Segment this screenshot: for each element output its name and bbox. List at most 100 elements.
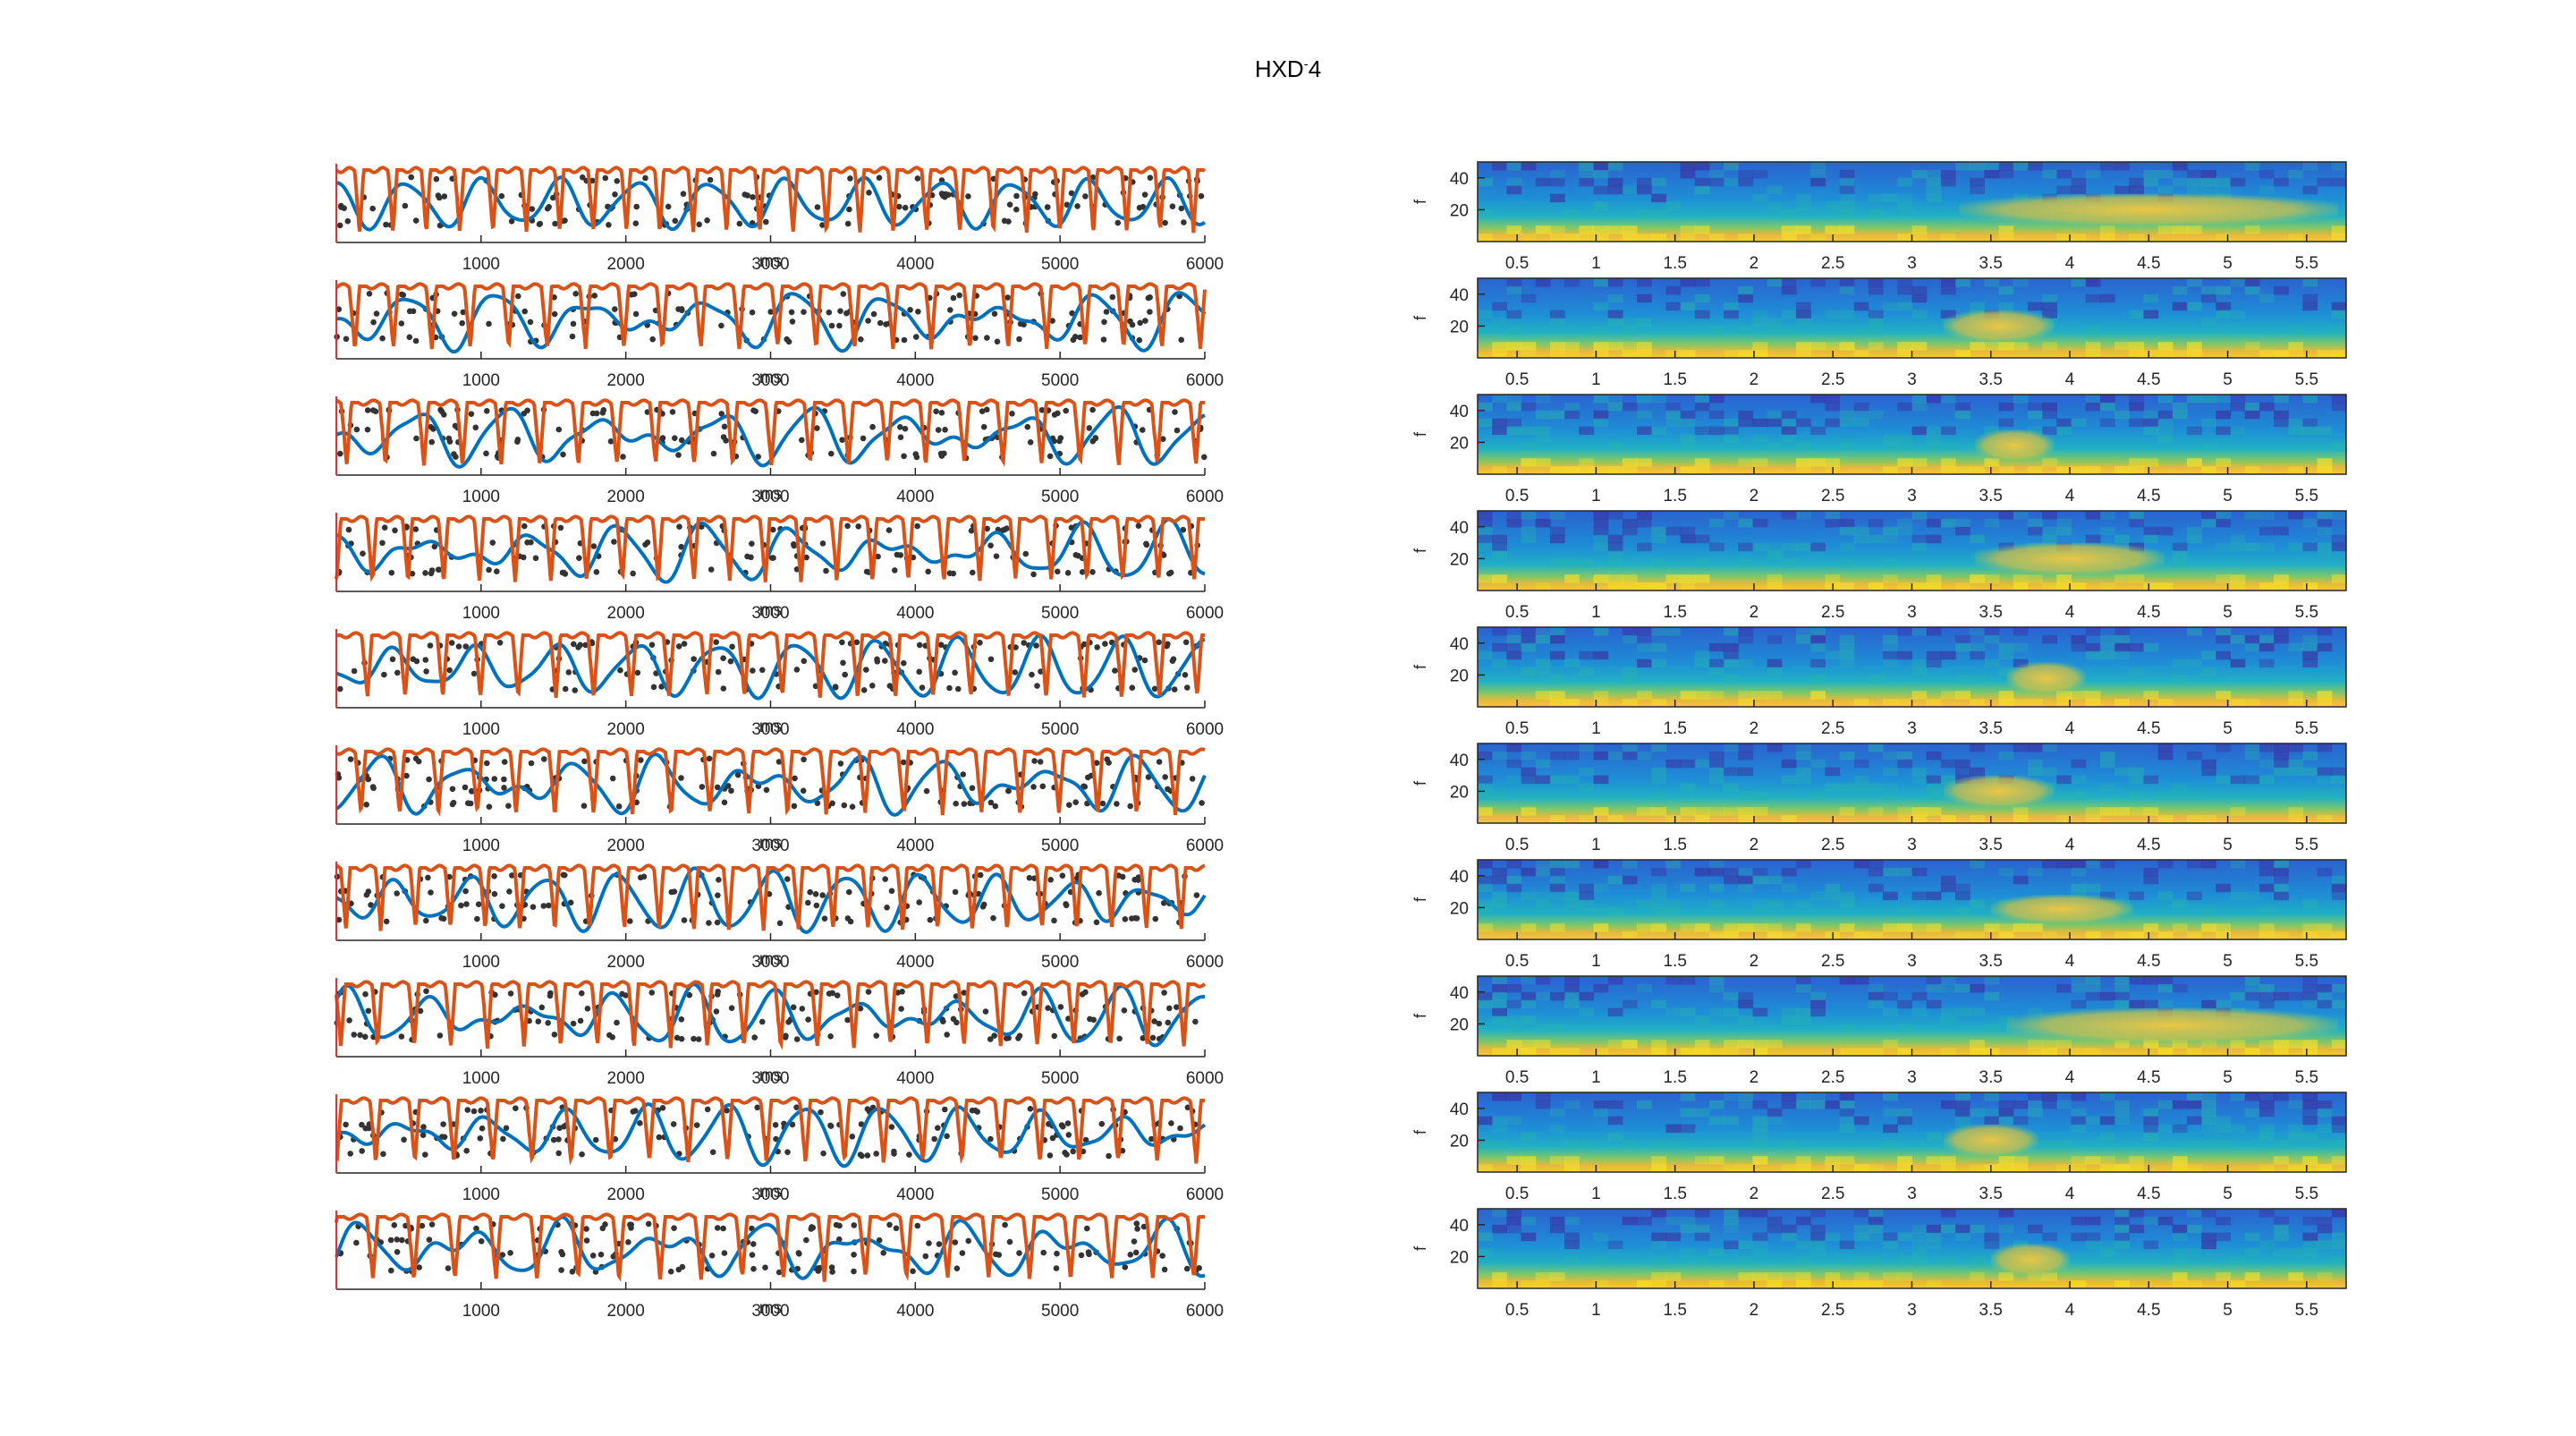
dot-point — [676, 523, 682, 530]
heatmap-cell — [1478, 807, 1493, 816]
heatmap-cell — [1984, 1024, 2000, 1032]
dot-point — [1034, 683, 1040, 689]
heatmap-cell — [1593, 650, 1609, 660]
dot-point — [343, 1121, 349, 1128]
heatmap-cell — [2317, 815, 2333, 824]
dot-point — [866, 190, 872, 196]
dot-point — [678, 775, 684, 781]
dot-point — [428, 889, 434, 896]
heatmap-cell — [2216, 1116, 2232, 1126]
dot-point — [1182, 672, 1189, 678]
dot-point — [1021, 640, 1028, 646]
dot-point — [464, 1107, 471, 1113]
heatmap-cell — [1781, 542, 1797, 552]
dot-point — [569, 333, 576, 340]
heatmap-cell — [1767, 931, 1783, 940]
heatmap-cell — [1651, 743, 1666, 752]
x-tick-label: 6000 — [1186, 255, 1224, 274]
heatmap-cell — [1492, 1124, 1507, 1134]
heatmap-cell — [1883, 466, 1898, 475]
heatmap-cell — [2157, 395, 2174, 404]
dot-point — [1065, 1132, 1072, 1138]
heatmap-cell — [1478, 791, 1493, 800]
dot-point — [1016, 1032, 1023, 1039]
y-tick-label: 40 — [1450, 1100, 1469, 1119]
heatmap-cell — [1825, 201, 1841, 210]
heatmap-cell — [1970, 1164, 1985, 1173]
heatmap-cell — [1665, 574, 1682, 583]
heatmap-cell — [1694, 923, 1710, 932]
heatmap-cell — [1506, 310, 1522, 319]
dot-point — [791, 542, 797, 549]
heatmap-cell — [1724, 642, 1739, 652]
dot-point — [1057, 1004, 1064, 1010]
heatmap-cell — [1694, 162, 1710, 171]
heatmap-cell — [1883, 699, 1898, 708]
dot-point — [353, 426, 360, 433]
heatmap-cell — [1940, 1164, 1956, 1173]
y-axis-label: f — [1411, 1245, 1429, 1251]
heatmap-cell — [2042, 1232, 2057, 1242]
heatmap-cell — [1579, 1007, 1595, 1017]
heatmap-cell — [2216, 185, 2232, 195]
heatmap-cell — [2288, 642, 2304, 652]
heatmap-cell — [1911, 1256, 1928, 1265]
heatmap-cell — [1593, 627, 1609, 636]
heatmap-cell — [1478, 1248, 1493, 1257]
dot-point — [1165, 1019, 1172, 1026]
heatmap-cell — [2302, 185, 2318, 195]
dot-point — [506, 888, 513, 895]
dot-point — [572, 291, 579, 297]
heatmap-cell — [2244, 891, 2260, 901]
heatmap-cell — [1752, 310, 1768, 319]
x-tick-label: 3 — [1907, 1185, 1917, 1203]
heatmap-cell — [1708, 1248, 1724, 1257]
heatmap-cell — [1752, 1240, 1768, 1250]
dot-point — [403, 772, 410, 779]
x-tick-label: 2000 — [607, 1185, 645, 1204]
heatmap-cell — [1622, 326, 1638, 335]
dot-point — [1172, 409, 1178, 415]
dot-point — [813, 902, 820, 909]
heatmap-cell — [1579, 907, 1595, 916]
heatmap-cell — [1637, 350, 1652, 359]
dot-point — [589, 410, 597, 417]
heatmap-cell — [1897, 582, 1913, 591]
dot-point — [440, 1121, 446, 1127]
heatmap-cell — [1868, 1280, 1884, 1289]
dot-point — [714, 1225, 721, 1231]
dot-point — [672, 217, 679, 225]
heatmap-cell — [1897, 815, 1913, 824]
heatmap-cell — [1998, 642, 2014, 652]
heatmap-cell — [2187, 891, 2202, 901]
heatmap-cell — [1738, 418, 1754, 428]
heatmap-hotspot — [1943, 310, 2055, 343]
dot-point — [501, 759, 508, 765]
x-tick-label: 4000 — [896, 1302, 934, 1321]
heatmap-cell — [2143, 1132, 2159, 1141]
heatmap-cell — [1781, 511, 1797, 520]
heatmap-cell — [1970, 675, 1985, 684]
envelope-line — [335, 1212, 1205, 1282]
heatmap-cell — [1506, 326, 1522, 335]
heatmap-hotspot — [1975, 429, 2055, 462]
heatmap-cell — [2071, 999, 2087, 1009]
heatmap-cell — [2129, 511, 2145, 520]
dot-point — [441, 412, 447, 418]
heatmap-cell — [1955, 767, 1970, 777]
heatmap-cell — [1708, 1007, 1724, 1017]
heatmap-cell — [2085, 815, 2101, 824]
dot-point — [1049, 1134, 1056, 1142]
heatmap-cell — [2187, 185, 2202, 195]
heatmap-cell — [1940, 458, 1956, 467]
heatmap-cell — [2056, 860, 2072, 869]
x-tick-label: 6000 — [1186, 1069, 1224, 1088]
heatmap-cell — [1897, 907, 1913, 916]
dot-point — [1102, 641, 1108, 647]
heatmap-cell — [1665, 1140, 1682, 1149]
heatmap-cell — [1521, 1216, 1537, 1226]
heatmap-cell — [1680, 418, 1696, 428]
dot-point — [1152, 915, 1159, 922]
dot-point — [557, 524, 564, 531]
heatmap-cell — [1549, 466, 1565, 475]
